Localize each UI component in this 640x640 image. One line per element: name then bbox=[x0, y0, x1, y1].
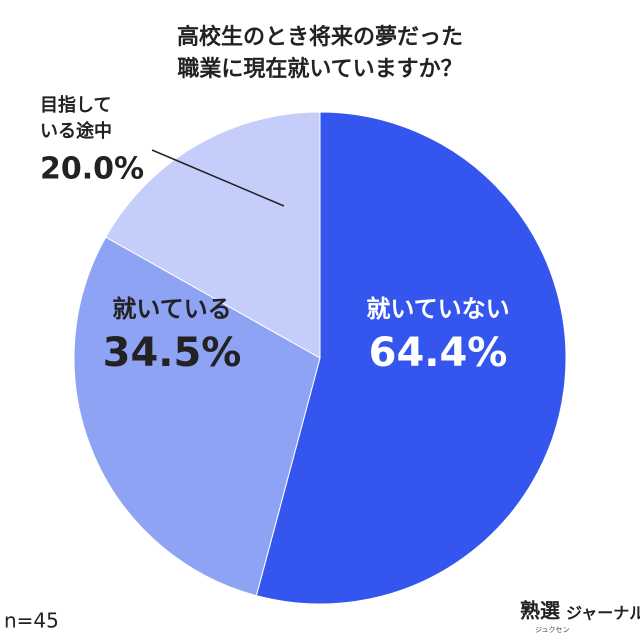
pie-slice bbox=[73, 236, 321, 597]
logo-sub: ジュクセン bbox=[535, 626, 570, 634]
pie-slice bbox=[255, 111, 567, 605]
slice-value-label: 34.5% bbox=[103, 330, 242, 376]
logo-text: ジャーナル bbox=[566, 604, 640, 623]
sample-size-note: n=45 bbox=[4, 609, 59, 633]
pie-slice bbox=[105, 111, 321, 359]
slice-value-label: 64.4% bbox=[369, 330, 508, 376]
slice-label: 目指している途中 bbox=[40, 94, 112, 142]
slice-label: 就いている bbox=[112, 295, 231, 323]
slice-value-label: 20.0% bbox=[40, 152, 144, 187]
slice-label: 就いていない bbox=[366, 295, 509, 323]
leader-line bbox=[151, 149, 285, 207]
chart-title: 高校生のとき将来の夢だった職業に現在就いていますか？ bbox=[177, 24, 463, 82]
logo: 熟選 bbox=[520, 599, 560, 623]
